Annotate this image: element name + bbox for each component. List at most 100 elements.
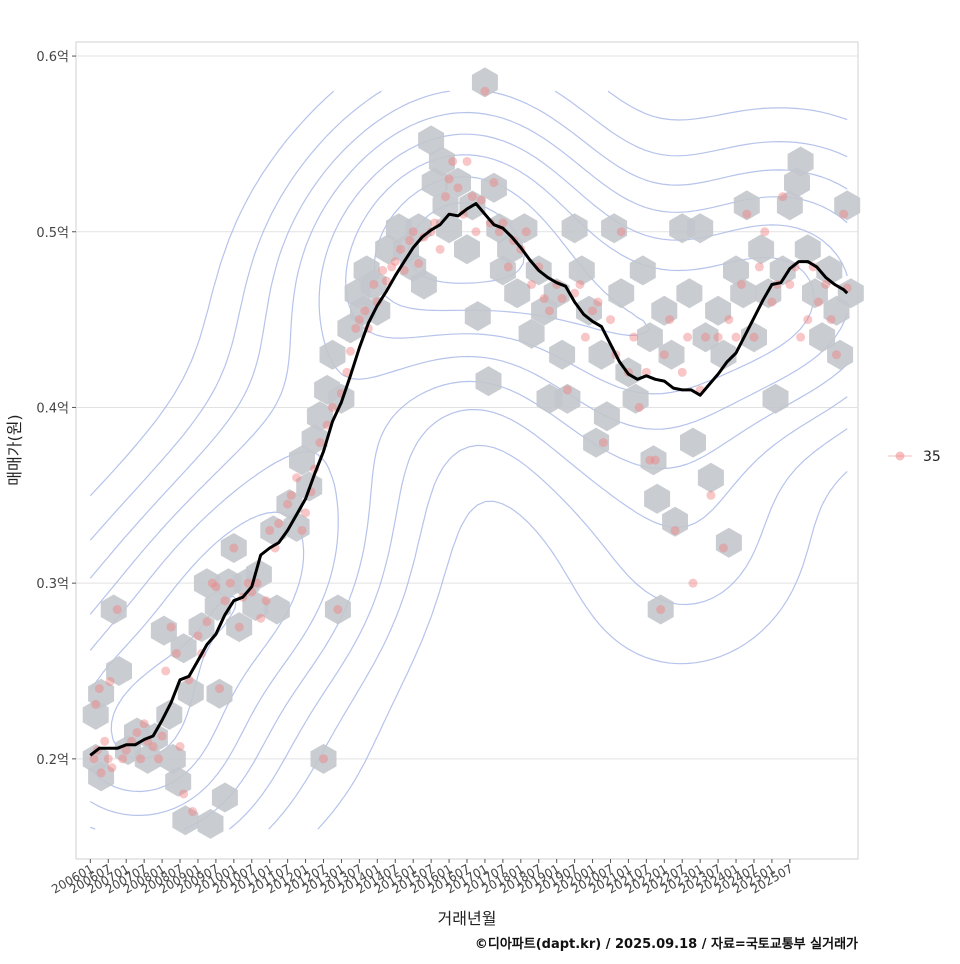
y-tick-label: 0.4억 (36, 401, 69, 416)
hexbin (260, 515, 287, 546)
hexbin (561, 213, 588, 244)
hexbin (710, 339, 737, 370)
hexbin (159, 743, 186, 774)
data-point (754, 262, 764, 272)
data-point (261, 596, 271, 606)
data-point (157, 731, 167, 741)
hexbin (150, 615, 177, 646)
data-point (345, 346, 355, 356)
data-point (593, 297, 603, 307)
trend-line (89, 202, 849, 757)
hexbin (220, 533, 247, 563)
data-point (494, 227, 504, 237)
hexbin (697, 462, 724, 493)
data-point (575, 279, 585, 289)
legend: 35 (888, 449, 941, 465)
data-point (467, 192, 477, 202)
data-point (659, 350, 669, 360)
data-point (605, 315, 615, 325)
hexbin (301, 424, 328, 455)
hexbin (88, 678, 115, 709)
hexbin (206, 678, 233, 709)
hexbin (608, 278, 635, 309)
hexbin (428, 146, 455, 177)
data-point (301, 508, 311, 518)
y-axis-label: 매매가(원) (5, 414, 24, 485)
hexbin (568, 255, 595, 286)
hexbin (242, 591, 269, 621)
data-point (390, 257, 400, 267)
hexbin (827, 339, 854, 370)
hexbin (106, 656, 132, 686)
data-point (354, 315, 364, 325)
data-point (435, 244, 445, 254)
y-tick-label: 0.5억 (36, 226, 69, 241)
data-point (315, 438, 325, 448)
hexbin (464, 301, 491, 332)
hexbin (480, 172, 507, 203)
data-point (476, 195, 486, 205)
data-point (136, 754, 146, 764)
y-tick-label: 0.2억 (36, 753, 69, 768)
hexbin (816, 255, 843, 286)
data-point (706, 490, 716, 500)
hexbin (715, 527, 742, 558)
hexbin (629, 255, 656, 286)
data-point (742, 209, 752, 219)
hexbin (193, 568, 220, 599)
hexbin (432, 190, 459, 221)
hexbin (687, 213, 714, 244)
data-point (650, 455, 660, 465)
hexbin (762, 383, 789, 414)
data-point (562, 385, 572, 395)
hexbin (310, 743, 337, 774)
hexbin (554, 383, 581, 414)
hexbin (834, 190, 861, 221)
data-point (580, 332, 590, 342)
data-point (796, 332, 806, 342)
hexbin (787, 146, 814, 177)
data-point (94, 684, 104, 694)
data-point (333, 605, 343, 615)
hexbin (784, 167, 810, 198)
hexbin (651, 295, 678, 326)
hexbin (170, 633, 197, 664)
hexbin (445, 167, 471, 198)
hexbin (588, 339, 615, 370)
data-point (731, 332, 741, 342)
data-point (489, 178, 499, 188)
hexbin (794, 234, 821, 265)
data-point (767, 297, 777, 307)
data-point (225, 578, 235, 588)
data-point (778, 192, 788, 202)
data-point (557, 294, 567, 304)
data-point (148, 742, 158, 752)
data-point (462, 156, 472, 166)
hexbin (411, 269, 437, 300)
data-point (154, 754, 164, 764)
data-point (670, 525, 680, 535)
data-point (161, 666, 171, 676)
data-point (718, 543, 728, 553)
data-point (503, 262, 513, 272)
hexbin (100, 594, 127, 625)
data-point (749, 332, 759, 342)
hexbin (197, 808, 224, 839)
data-point (234, 622, 244, 632)
data-point (319, 754, 329, 764)
data-point (760, 227, 770, 237)
hexbin (141, 722, 168, 753)
hexbin (263, 594, 290, 625)
data-point (831, 350, 841, 360)
data-point (166, 622, 176, 632)
hexbin (319, 339, 346, 370)
hexbin (640, 445, 667, 476)
data-point (713, 332, 723, 342)
data-point (521, 227, 531, 237)
data-point (91, 699, 101, 709)
hexbin (680, 427, 706, 458)
hexbin (658, 339, 685, 370)
hexbin (172, 805, 199, 836)
hexbin (475, 366, 502, 397)
hexbin (511, 213, 538, 244)
